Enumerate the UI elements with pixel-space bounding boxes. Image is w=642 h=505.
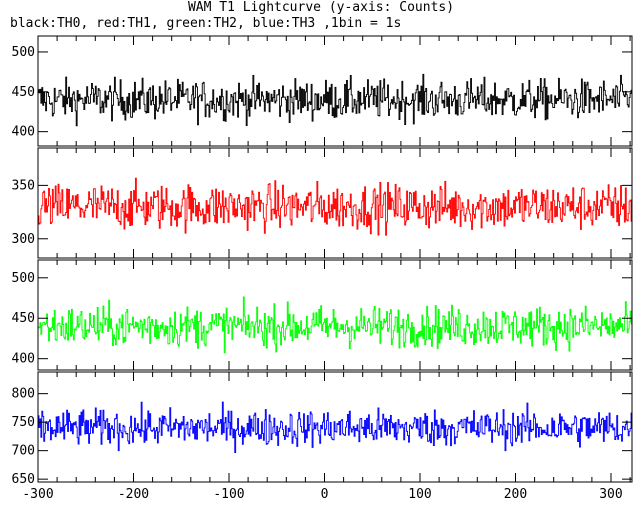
panel-frame xyxy=(37,35,633,147)
y-tick-label: 650 xyxy=(12,472,35,487)
x-tick-label: 100 xyxy=(408,487,431,502)
y-tick-label: 450 xyxy=(12,311,35,326)
series-line-th2 xyxy=(38,296,632,354)
panel-frame xyxy=(37,259,633,371)
panel-th2: 400 450 500 xyxy=(12,259,633,371)
series-line-th0 xyxy=(38,73,632,127)
series-line-th3 xyxy=(38,401,632,453)
y-tick-label: 700 xyxy=(12,444,35,459)
panel-th1: 300 350 xyxy=(12,147,633,259)
panel-th3: 650 700 750 800 xyxy=(12,371,633,487)
x-tick-label: 200 xyxy=(504,487,527,502)
y-tick-label: 400 xyxy=(12,125,35,140)
y-tick-label: 500 xyxy=(12,45,35,60)
y-tick-label: 750 xyxy=(12,415,35,430)
x-tick-label: -300 xyxy=(22,487,53,502)
chart-title: WAM T1 Lightcurve (y-axis: Counts) xyxy=(187,0,455,15)
x-tick-label: 0 xyxy=(321,487,329,502)
y-tick-label: 350 xyxy=(12,178,35,193)
x-tick-label: 300 xyxy=(599,487,622,502)
y-tick-label: 800 xyxy=(12,387,35,402)
x-tick-label: -100 xyxy=(213,487,244,502)
y-tick-label: 300 xyxy=(12,232,35,247)
chart-subtitle: black:TH0, red:TH1, green:TH2, blue:TH3 … xyxy=(10,16,402,31)
panel-frame xyxy=(37,371,633,483)
panel-frame xyxy=(37,147,633,259)
y-tick-label: 400 xyxy=(12,352,35,367)
series-line-th1 xyxy=(38,177,632,236)
y-tick-label: 500 xyxy=(12,271,35,286)
x-tick-label: -200 xyxy=(118,487,149,502)
y-tick-label: 450 xyxy=(12,85,35,100)
panel-th0: 400 450 500 xyxy=(12,35,633,147)
